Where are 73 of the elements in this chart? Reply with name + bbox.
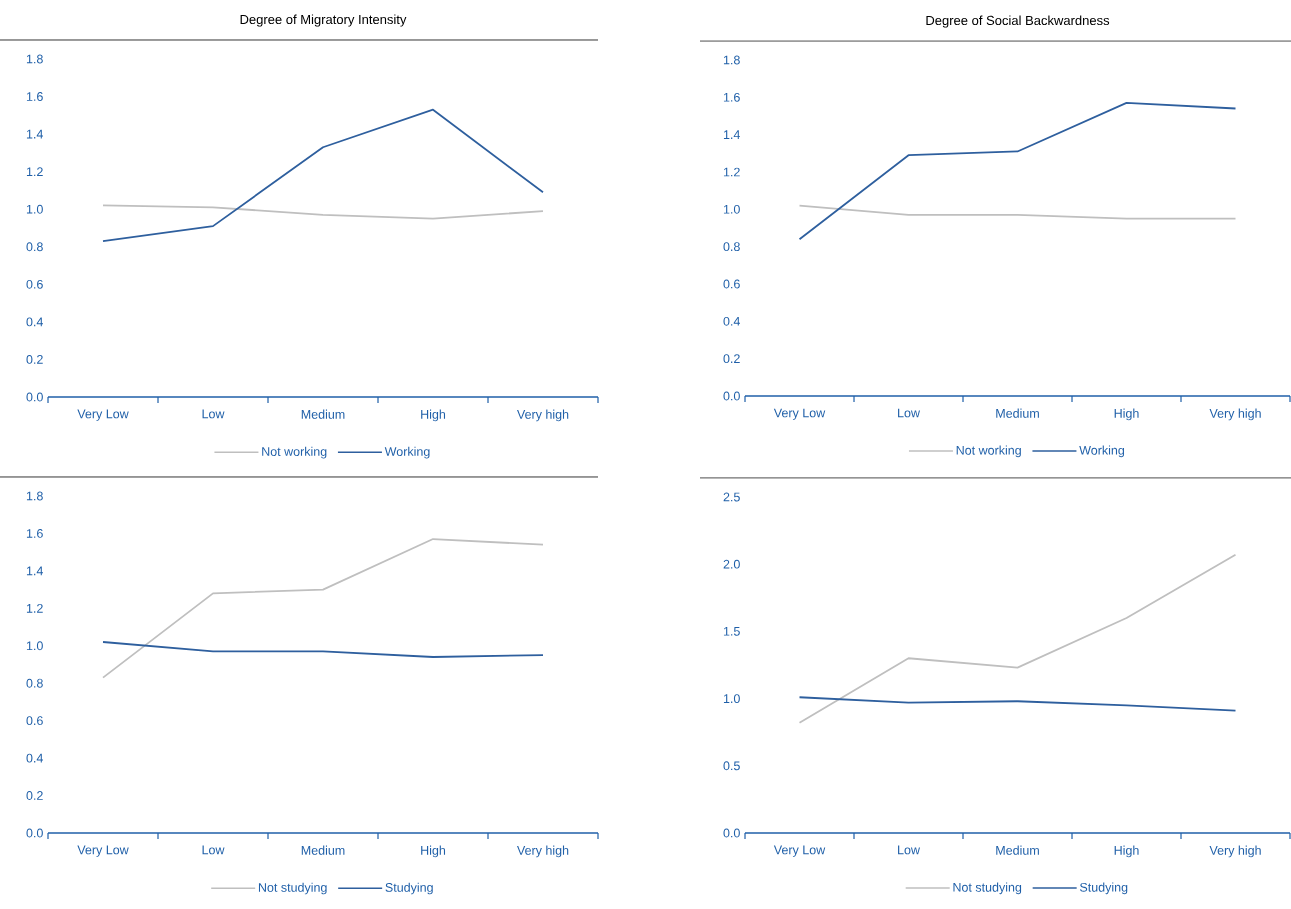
y-tick-label: 0.0 <box>723 391 740 401</box>
y-tick-label: 0.8 <box>723 242 740 252</box>
y-tick-label: 1.6 <box>723 92 740 102</box>
legend-label: Not studying <box>258 882 327 895</box>
line-series <box>798 696 1237 712</box>
x-tick-label: Very Low <box>77 845 129 857</box>
y-tick-label: 0.5 <box>723 761 740 771</box>
legend-label: Not working <box>262 446 327 459</box>
y-tick-label: 1.0 <box>26 204 43 214</box>
x-tick-label: High <box>421 845 446 858</box>
x-tick-label: Low <box>898 408 921 418</box>
x-tick-label: Medium <box>996 408 1039 418</box>
x-tick-label: Very high <box>517 409 569 422</box>
y-tick-label: 0.0 <box>723 828 740 838</box>
x-tick-label: High <box>421 409 446 422</box>
legend-label: Not studying <box>953 882 1022 895</box>
y-tick-label: 1.6 <box>26 529 43 538</box>
y-tick-label: 1.4 <box>723 130 741 139</box>
x-tick-label: Very high <box>1209 845 1261 858</box>
y-tick-label: 1.0 <box>723 694 740 704</box>
x-tick-label: Very Low <box>773 408 826 420</box>
legend-label: Working <box>1079 445 1124 458</box>
y-tick-label: 0.8 <box>26 678 43 688</box>
y-tick-label: 0.2 <box>26 355 43 364</box>
x-tick-label: Very high <box>1209 408 1261 421</box>
y-tick-label: 0.2 <box>723 354 740 364</box>
x-tick-label: Low <box>202 409 225 419</box>
line-series <box>102 204 544 220</box>
y-tick-label: 0.0 <box>26 828 43 838</box>
y-tick-label: 1.5 <box>723 627 740 636</box>
chart-title: Degree of Migratory Intensity <box>240 14 407 27</box>
y-tick-label: 2.0 <box>723 559 740 569</box>
line-series <box>102 108 544 243</box>
y-tick-label: 0.8 <box>26 242 43 252</box>
line-series <box>798 102 1237 241</box>
line-series <box>102 538 544 679</box>
y-tick-label: 1.2 <box>723 167 740 177</box>
y-tick-label: 1.0 <box>723 204 740 214</box>
legend-label: Studying <box>385 882 433 895</box>
x-tick-label: Very high <box>517 845 569 858</box>
x-tick-label: Medium <box>301 409 345 419</box>
y-tick-label: 1.4 <box>26 129 44 139</box>
y-tick-label: 1.8 <box>26 491 43 501</box>
y-tick-label: 1.8 <box>723 55 740 65</box>
y-tick-label: 0.4 <box>26 753 44 763</box>
x-tick-label: Low <box>202 845 225 855</box>
legend-label: Studying <box>1079 882 1128 895</box>
y-tick-label: 0.6 <box>723 279 740 289</box>
y-tick-label: 1.8 <box>26 54 43 64</box>
y-tick-label: 1.4 <box>26 566 44 576</box>
y-tick-label: 0.4 <box>26 317 44 327</box>
x-tick-label: Medium <box>301 845 345 855</box>
line-series <box>798 553 1237 724</box>
x-tick-label: Low <box>898 845 921 855</box>
legend-label: Working <box>384 446 430 459</box>
y-tick-label: 0.6 <box>26 279 43 289</box>
y-tick-label: 0.4 <box>723 316 741 326</box>
x-tick-label: High <box>1114 845 1139 858</box>
x-tick-label: High <box>1114 408 1139 421</box>
y-tick-label: 1.2 <box>26 603 43 613</box>
line-series <box>102 641 544 658</box>
y-tick-label: 0.6 <box>26 716 43 726</box>
y-tick-label: 2.5 <box>723 492 740 502</box>
y-tick-label: 1.6 <box>26 92 43 101</box>
y-tick-label: 1.2 <box>26 167 43 177</box>
x-tick-label: Very Low <box>77 409 129 421</box>
legend-label: Not working <box>956 445 1021 458</box>
y-tick-label: 1.0 <box>26 641 43 651</box>
x-tick-label: Very Low <box>773 845 826 857</box>
y-tick-label: 0.2 <box>26 791 43 800</box>
y-tick-label: 0.0 <box>26 392 43 402</box>
x-tick-label: Medium <box>996 845 1039 855</box>
chart-title: Degree of Social Backwardness <box>926 15 1110 28</box>
